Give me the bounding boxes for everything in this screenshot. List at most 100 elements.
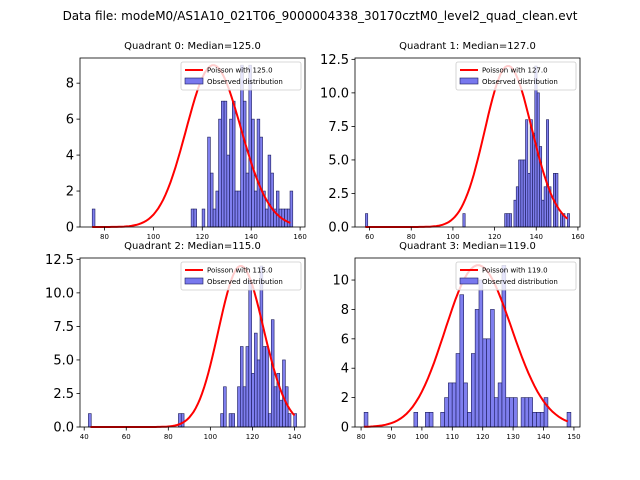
legend-label-observed: Observed distribution (207, 78, 283, 86)
histogram-bar (504, 213, 508, 228)
histogram-bar (546, 119, 550, 228)
histogram-bar (455, 353, 461, 428)
histogram-bar (221, 100, 225, 228)
y-tick-label: 0 (341, 421, 349, 436)
histogram-bar (440, 412, 445, 428)
x-tick-label: 130 (506, 433, 519, 441)
y-tick-label: 0 (66, 221, 74, 236)
y-tick-label: 8 (341, 303, 349, 318)
legend-label-poisson: Poisson with 119.0 (482, 267, 548, 275)
y-tick-label: 10.0 (45, 286, 74, 301)
histogram-bar (284, 208, 288, 228)
histogram-bar (215, 190, 219, 228)
histogram-bar (275, 190, 280, 228)
histogram-bar (243, 100, 247, 228)
histogram-bar (478, 279, 484, 428)
histogram-bar (286, 208, 291, 228)
histogram-bar (462, 213, 466, 228)
histogram-bar (536, 412, 541, 428)
x-tick-label: 100 (147, 233, 160, 241)
legend-box (455, 61, 577, 91)
x-tick-label: 40 (80, 433, 89, 441)
histogram-bar (220, 413, 224, 428)
y-tick-label: 7.5 (328, 120, 349, 135)
histogram-bar (363, 412, 369, 428)
y-tick-label: 10.0 (320, 86, 349, 101)
histogram-bar (365, 213, 369, 228)
histogram-bar (451, 382, 457, 428)
histogram-bar (223, 100, 228, 228)
y-tick-label: 12.5 (320, 53, 349, 68)
y-tick-label: 5.0 (53, 353, 74, 368)
histogram-bar (201, 208, 206, 228)
y-tick-label: 4 (341, 362, 349, 377)
histogram-bar (270, 319, 275, 428)
histogram-bar (513, 397, 518, 428)
chart-title: Quadrant 0: Median=125.0 (124, 41, 261, 52)
y-tick-label: 8 (66, 77, 74, 92)
legend-bar-swatch (459, 77, 479, 85)
legend-label-observed: Observed distribution (482, 78, 558, 86)
x-tick-label: 100 (446, 233, 459, 241)
x-tick-label: 60 (122, 433, 131, 441)
histogram-bar (532, 412, 537, 428)
chart-title: Quadrant 1: Median=127.0 (399, 41, 536, 52)
histogram-bar (566, 213, 570, 228)
histogram-bar (270, 172, 274, 228)
x-tick-label: 120 (488, 233, 501, 241)
histogram-bar (287, 413, 292, 428)
histogram-bar (259, 136, 263, 228)
histogram-bar (237, 190, 241, 228)
x-tick-label: 140 (288, 433, 301, 441)
x-tick-label: 120 (246, 433, 259, 441)
histogram-bar (248, 279, 252, 428)
x-tick-label: 60 (365, 233, 374, 241)
histogram-bar (265, 208, 269, 228)
histogram-bar (515, 186, 519, 228)
histogram-bar (520, 397, 526, 428)
histogram-bar (528, 397, 533, 428)
y-tick-label: 10 (332, 274, 349, 289)
histogram-bar (262, 346, 266, 428)
quadrant-0-chart: Quadrant 0: Median=125.0 80 100 120 140 160 0 2… (66, 41, 307, 241)
histogram-bar (251, 373, 255, 428)
histogram-bar (490, 309, 495, 428)
axes-frame (79, 57, 306, 228)
histogram-bar (428, 412, 434, 428)
y-tick-label: 12.5 (45, 253, 74, 268)
histogram-bar (527, 173, 531, 228)
histogram-bar (505, 397, 510, 428)
legend-label-observed: Observed distribution (482, 278, 558, 286)
x-tick-label: 80 (407, 233, 416, 241)
y-tick-label: 2.5 (53, 387, 74, 402)
histogram-bar (506, 213, 510, 228)
x-tick-label: 140 (530, 233, 543, 241)
chart-title: Quadrant 2: Median=115.0 (124, 241, 261, 252)
histogram-bar (413, 412, 419, 428)
histogram-bar (482, 338, 487, 428)
histogram-bar (190, 208, 195, 228)
x-tick-label: 100 (204, 433, 217, 441)
histogram-bar (543, 186, 547, 228)
histogram-bar (229, 118, 233, 228)
y-tick-label: 0.0 (53, 421, 74, 436)
histogram-bar (494, 397, 499, 428)
histogram-bar (509, 397, 514, 428)
histogram-bar (245, 172, 250, 228)
histogram-bar (268, 413, 272, 428)
histogram-bar (463, 382, 468, 428)
legend-box (455, 261, 577, 291)
histogram-bar (232, 100, 236, 228)
chart-title: Quadrant 3: Median=119.0 (399, 241, 536, 252)
histogram-bar (256, 118, 261, 228)
histogram-bar (226, 154, 230, 228)
legend-bar-swatch (459, 277, 479, 285)
legend-bar-swatch (184, 77, 204, 85)
legend-label-poisson: Poisson with 125.0 (207, 67, 273, 75)
histogram-bar (555, 173, 559, 228)
quadrant-1-chart: Quadrant 1: Median=127.0 60 80 100 120 140 160… (320, 41, 585, 241)
y-tick-label: 6 (66, 113, 74, 128)
histogram-bar (265, 346, 269, 428)
histogram-bar (245, 346, 250, 428)
